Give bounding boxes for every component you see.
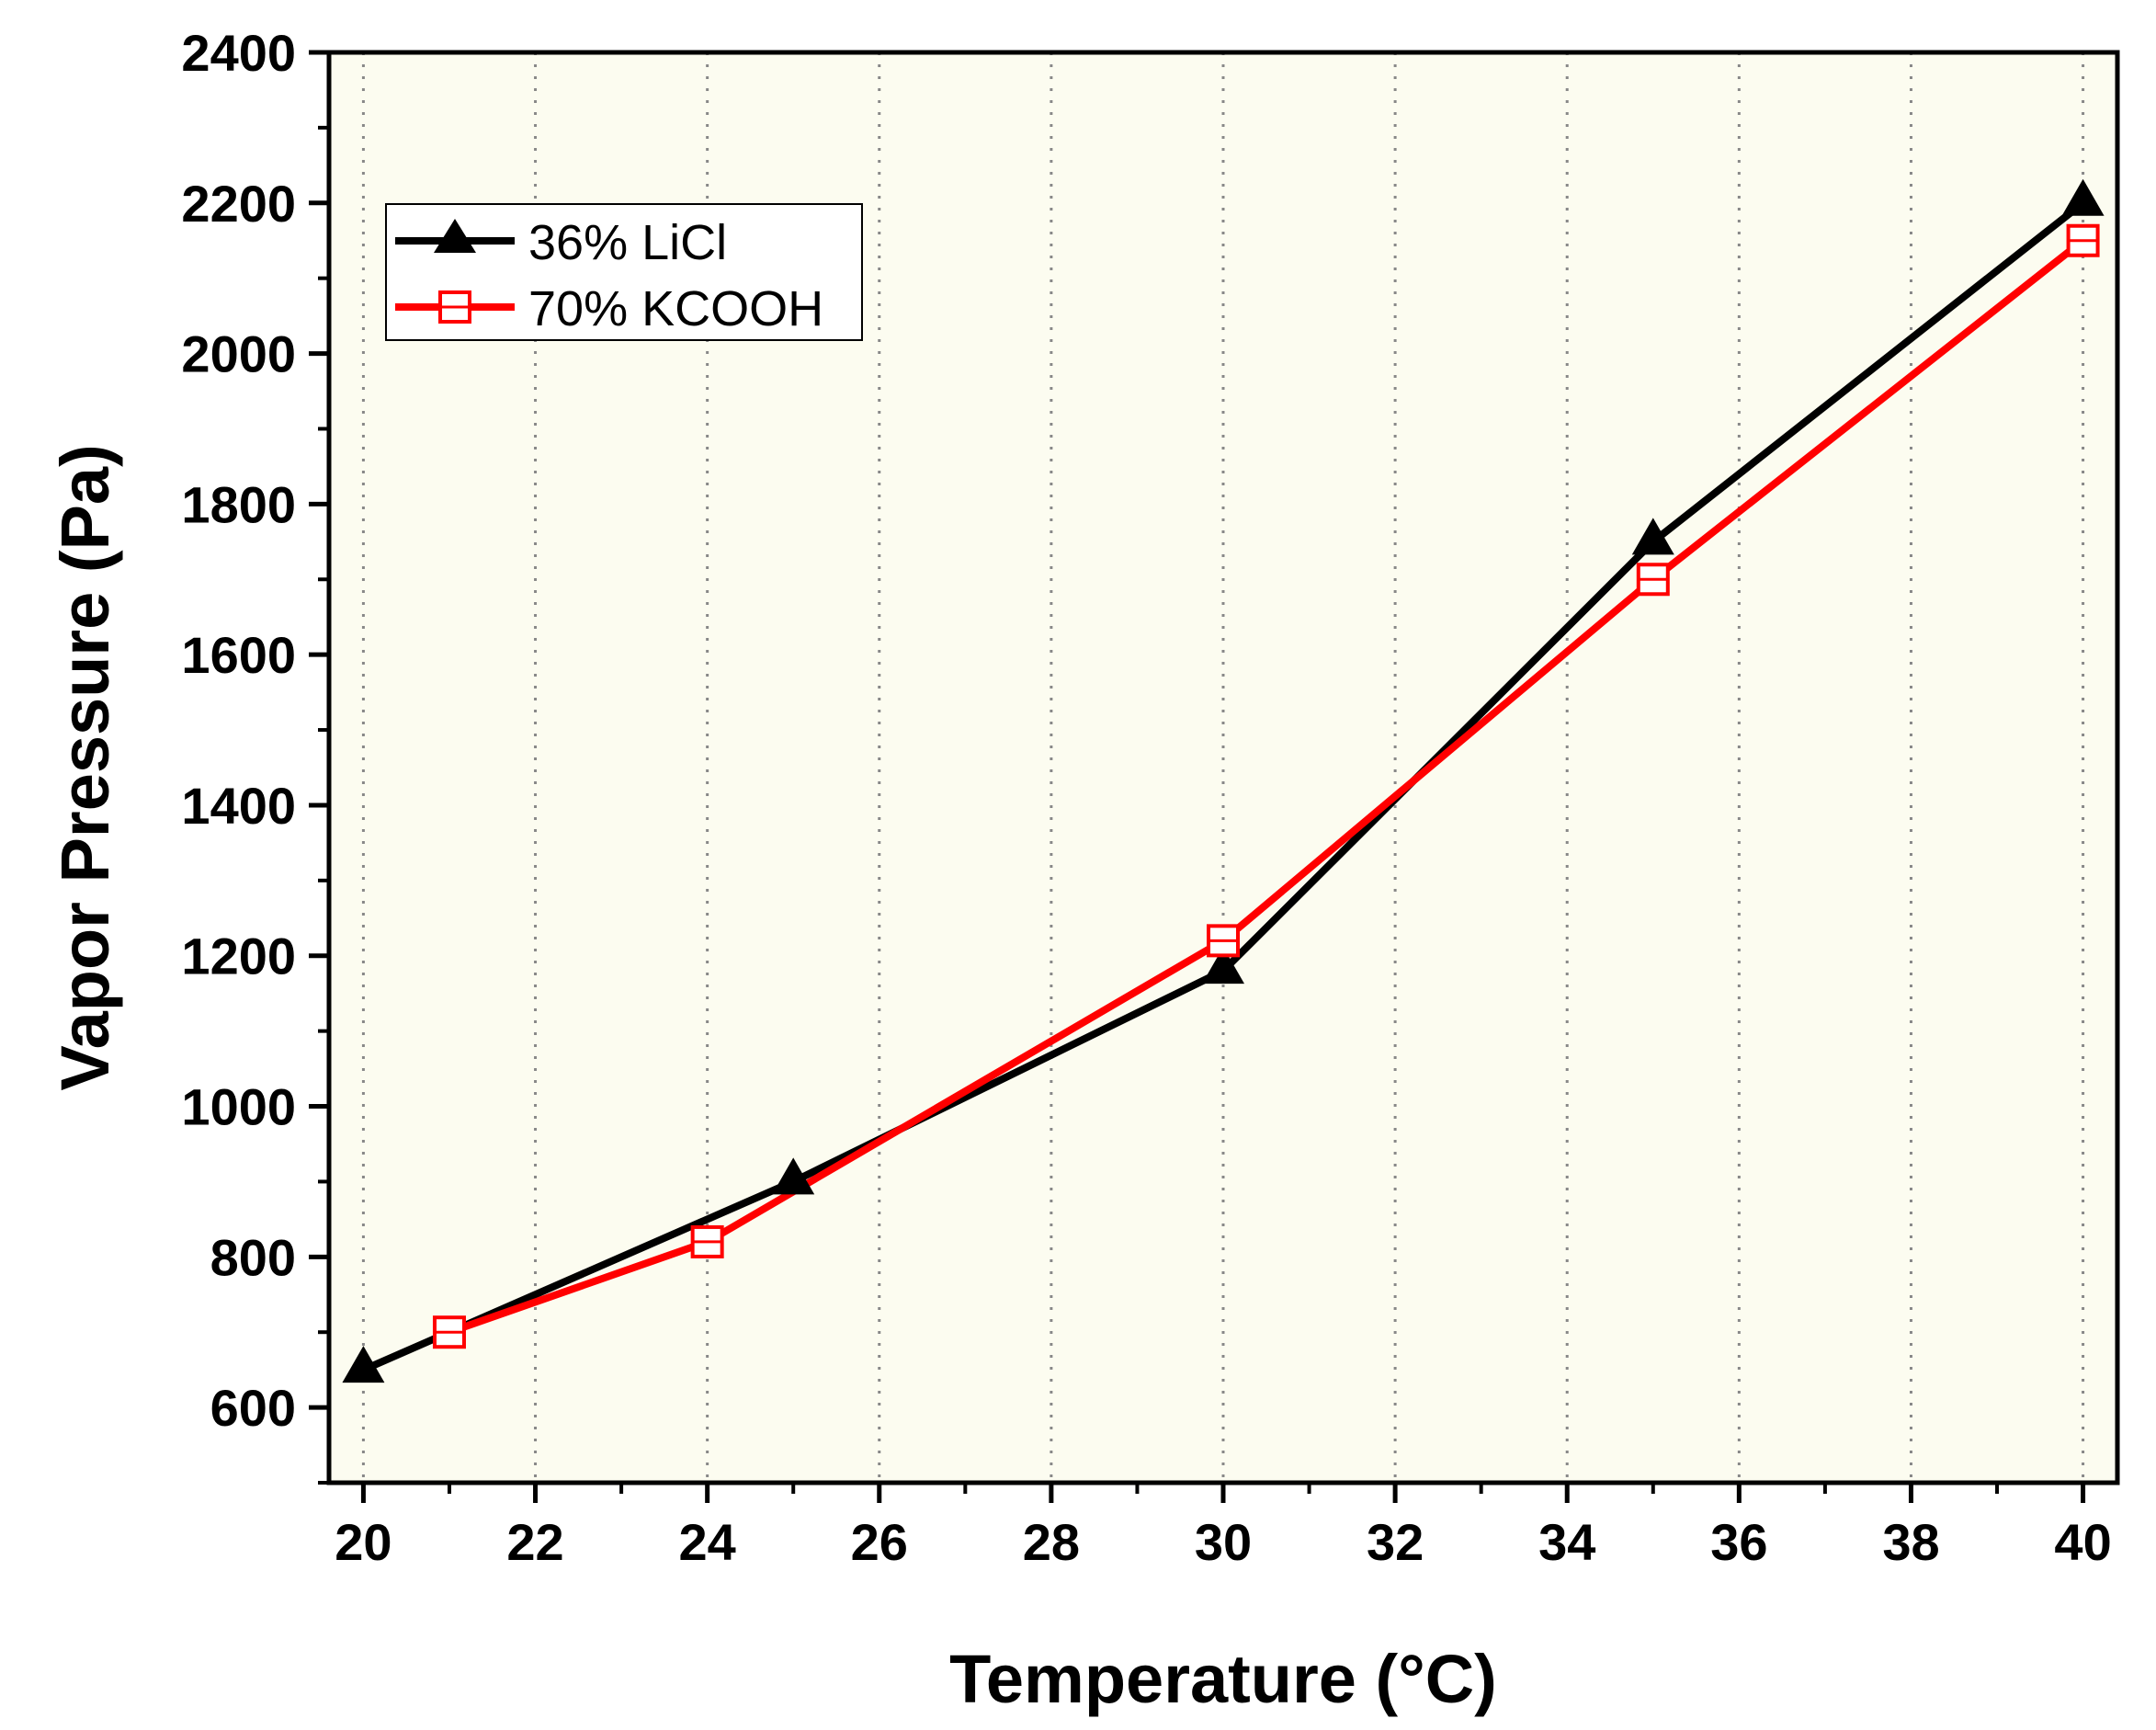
y-tick-label: 1800 — [181, 475, 296, 533]
x-tick-label: 40 — [2054, 1513, 2111, 1571]
data-point-triangle — [1202, 947, 1244, 985]
data-point-square — [690, 1224, 724, 1258]
x-tick-label: 22 — [506, 1513, 563, 1571]
legend-label-kcooh: 70% KCOOH — [528, 281, 823, 336]
x-axis: 20 22 24 26 28 30 32 34 36 38 40 — [335, 1483, 2112, 1571]
data-point-square — [1636, 563, 1670, 597]
data-point-triangle — [772, 1157, 815, 1195]
y-tick-label: 1000 — [181, 1078, 296, 1136]
y-tick-label: 1200 — [181, 928, 296, 985]
data-point-triangle — [2061, 178, 2105, 216]
x-tick-label: 32 — [1367, 1513, 1424, 1571]
data-point-triangle — [342, 1346, 385, 1383]
data-point-square — [432, 1315, 466, 1349]
x-tick-label: 34 — [1538, 1513, 1595, 1571]
y-axis-title: Vapor Pressure (Pa) — [47, 444, 123, 1090]
y-tick-label: 2200 — [181, 175, 296, 233]
y-tick-label: 2000 — [181, 325, 296, 383]
y-axis: 600 800 1000 1200 1400 1600 1800 2000 2200 2400 — [181, 24, 329, 1485]
series-markers — [342, 178, 2105, 1383]
x-tick-label: 26 — [851, 1513, 908, 1571]
x-axis-title: Temperature (°C) — [949, 1641, 1497, 1717]
x-tick-label: 30 — [1195, 1513, 1252, 1571]
legend: 36% LiCl 70% KCOOH — [385, 203, 863, 341]
y-tick-label: 1400 — [181, 777, 296, 835]
y-tick-label: 800 — [210, 1228, 296, 1286]
legend-label-licl: 36% LiCl — [528, 215, 727, 270]
data-point-square — [2066, 223, 2100, 257]
y-tick-label: 1600 — [181, 626, 296, 684]
x-tick-label: 24 — [679, 1513, 736, 1571]
data-point-triangle — [1631, 518, 1674, 555]
data-point-square — [1207, 924, 1240, 958]
legend-marker-kcooh — [438, 290, 471, 324]
x-tick-label: 38 — [1882, 1513, 1939, 1571]
legend-marker-licl — [434, 219, 476, 253]
x-tick-label: 20 — [335, 1513, 391, 1571]
y-tick-label: 2400 — [181, 24, 296, 82]
x-tick-label: 36 — [1710, 1513, 1767, 1571]
y-tick-label: 600 — [210, 1379, 296, 1437]
x-tick-label: 28 — [1023, 1513, 1080, 1571]
